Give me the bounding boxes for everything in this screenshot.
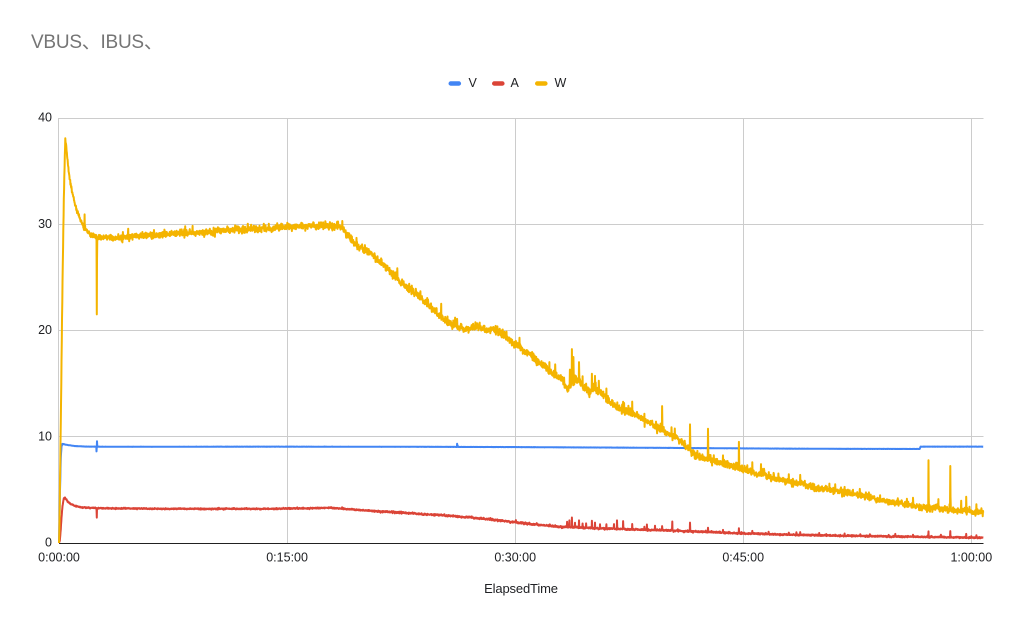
svg-text:A: A [511,76,520,90]
svg-text:ElapsedTime: ElapsedTime [484,581,558,596]
svg-text:0:15:00: 0:15:00 [266,551,308,565]
svg-text:1:00:00: 1:00:00 [950,551,992,565]
svg-text:VBUS、IBUS、: VBUS、IBUS、 [31,32,163,53]
svg-text:0:00:00: 0:00:00 [38,551,80,565]
svg-text:30: 30 [38,217,52,231]
svg-text:V: V [469,76,478,90]
svg-text:0:45:00: 0:45:00 [722,551,764,565]
svg-text:W: W [555,76,567,90]
svg-text:0: 0 [45,536,52,550]
svg-text:40: 40 [38,111,52,125]
svg-text:10: 10 [38,429,52,443]
svg-text:0:30:00: 0:30:00 [494,551,536,565]
svg-text:20: 20 [38,323,52,337]
